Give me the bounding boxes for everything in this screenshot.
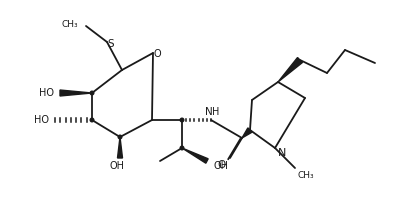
Circle shape — [90, 118, 94, 122]
Text: O: O — [153, 49, 161, 59]
Text: OH: OH — [214, 161, 229, 171]
Polygon shape — [242, 128, 252, 138]
Text: N: N — [278, 148, 286, 158]
Polygon shape — [278, 57, 303, 82]
Text: CH₃: CH₃ — [298, 172, 315, 180]
Circle shape — [180, 118, 184, 122]
Text: CH₃: CH₃ — [61, 20, 78, 28]
Circle shape — [118, 135, 122, 139]
Text: N: N — [205, 107, 213, 117]
Circle shape — [90, 91, 94, 95]
Text: HO: HO — [34, 115, 49, 125]
Text: H: H — [212, 107, 220, 117]
Text: OH: OH — [110, 161, 125, 171]
Text: S: S — [108, 39, 114, 49]
Text: HO: HO — [39, 88, 54, 98]
Polygon shape — [117, 137, 122, 158]
Polygon shape — [182, 148, 208, 163]
Text: O: O — [218, 160, 226, 170]
Circle shape — [180, 146, 184, 150]
Polygon shape — [60, 90, 92, 96]
